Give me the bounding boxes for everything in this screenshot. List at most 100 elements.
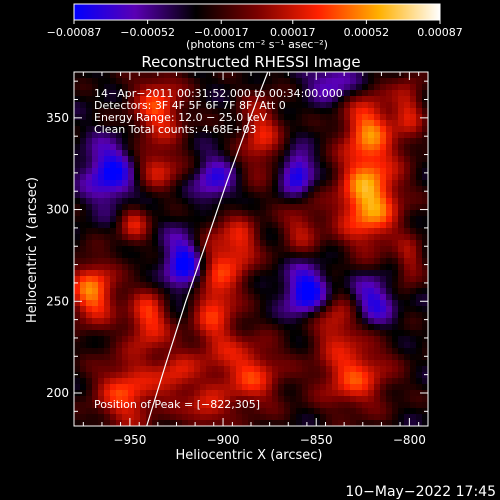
heatmap-cell [200, 408, 207, 415]
heatmap-cell [362, 366, 369, 373]
heatmap-cell [248, 246, 255, 253]
heatmap-cell [332, 162, 339, 169]
heatmap-cell [236, 162, 243, 169]
heatmap-cell [332, 282, 339, 289]
heatmap-cell [296, 234, 303, 241]
heatmap-cell [266, 174, 273, 181]
heatmap-cell [140, 102, 147, 109]
heatmap-cell [122, 144, 129, 151]
heatmap-cell [404, 84, 411, 91]
heatmap-cell [326, 396, 333, 403]
heatmap-cell [188, 336, 195, 343]
heatmap-cell [296, 312, 303, 319]
heatmap-cell [212, 126, 219, 133]
heatmap-cell [176, 384, 183, 391]
heatmap-cell [254, 294, 261, 301]
heatmap-cell [86, 72, 93, 79]
heatmap-cell [260, 72, 267, 79]
heatmap-cell [242, 372, 249, 379]
heatmap-cell [302, 384, 309, 391]
heatmap-cell [386, 120, 393, 127]
heatmap-cell [110, 234, 117, 241]
heatmap-cell [368, 126, 375, 133]
heatmap-cell [284, 132, 291, 139]
heatmap-cell [74, 114, 81, 121]
heatmap-cell [314, 162, 321, 169]
heatmap-cell [278, 138, 285, 145]
heatmap-cell [296, 414, 303, 421]
heatmap-cell [266, 186, 273, 193]
heatmap-cell [356, 282, 363, 289]
heatmap-cell [398, 414, 405, 421]
heatmap-cell [194, 222, 201, 229]
heatmap-cell [416, 114, 423, 121]
heatmap-cell [164, 396, 171, 403]
heatmap-cell [194, 246, 201, 253]
heatmap-cell [260, 192, 267, 199]
heatmap-cell [176, 360, 183, 367]
heatmap-cell [308, 246, 315, 253]
heatmap-cell [290, 402, 297, 409]
heatmap-cell [230, 264, 237, 271]
heatmap-cell [146, 264, 153, 271]
heatmap-cell [362, 90, 369, 97]
heatmap-cell [170, 174, 177, 181]
heatmap-cell [416, 78, 423, 85]
heatmap-cell [284, 198, 291, 205]
heatmap-cell [182, 78, 189, 85]
heatmap-cell [272, 348, 279, 355]
heatmap-cell [206, 210, 213, 217]
heatmap-cell [170, 288, 177, 295]
heatmap-cell [392, 168, 399, 175]
heatmap-cell [194, 84, 201, 91]
heatmap-cell [200, 360, 207, 367]
heatmap-cell [236, 372, 243, 379]
heatmap-cell [314, 354, 321, 361]
heatmap-cell [134, 78, 141, 85]
heatmap-cell [320, 312, 327, 319]
heatmap-cell [278, 342, 285, 349]
heatmap-cell [110, 384, 117, 391]
heatmap-cell [224, 168, 231, 175]
heatmap-cell [128, 324, 135, 331]
heatmap-cell [146, 216, 153, 223]
heatmap-cell [134, 132, 141, 139]
heatmap-cell [74, 168, 81, 175]
heatmap-cell [284, 342, 291, 349]
heatmap-cell [176, 300, 183, 307]
heatmap-cell [278, 258, 285, 265]
heatmap-cell [356, 222, 363, 229]
heatmap-cell [290, 210, 297, 217]
heatmap-cell [272, 174, 279, 181]
heatmap-cell [296, 198, 303, 205]
heatmap-cell [332, 240, 339, 247]
heatmap-cell [176, 306, 183, 313]
heatmap-cell [98, 336, 105, 343]
heatmap-cell [206, 420, 213, 426]
heatmap-cell [200, 270, 207, 277]
heatmap-cell [128, 216, 135, 223]
heatmap-cell [272, 372, 279, 379]
heatmap-cell [350, 144, 357, 151]
heatmap-cell [92, 264, 99, 271]
heatmap-cell [92, 312, 99, 319]
heatmap-cell [110, 156, 117, 163]
heatmap-cell [410, 348, 417, 355]
heatmap-cell [284, 246, 291, 253]
heatmap-cell [80, 360, 87, 367]
heatmap-cell [338, 90, 345, 97]
heatmap-cell [212, 222, 219, 229]
heatmap-cell [344, 72, 351, 79]
heatmap-cell [350, 72, 357, 79]
heatmap-cell [326, 102, 333, 109]
heatmap-cell [296, 156, 303, 163]
heatmap-cell [104, 420, 111, 426]
heatmap-cell [140, 204, 147, 211]
heatmap-cell [338, 96, 345, 103]
heatmap-cell [368, 378, 375, 385]
heatmap-cell [260, 216, 267, 223]
heatmap-cell [74, 378, 81, 385]
heatmap-cell [296, 192, 303, 199]
heatmap-cell [284, 126, 291, 133]
heatmap-cell [344, 330, 351, 337]
